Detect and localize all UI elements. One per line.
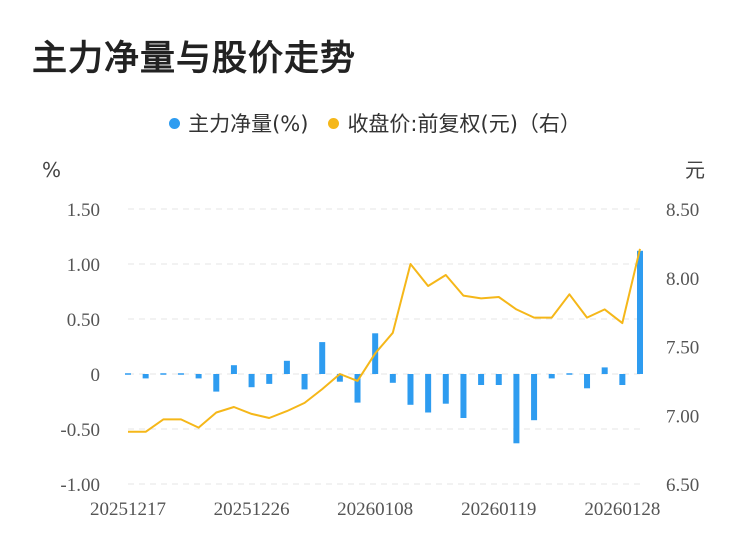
bar <box>531 374 538 421</box>
right-axis-unit: 元 <box>685 158 705 182</box>
bar <box>601 367 608 374</box>
bar <box>566 373 573 375</box>
bar <box>248 374 255 388</box>
legend-dot-icon <box>328 117 340 129</box>
left-tick-label: 0 <box>91 365 101 386</box>
bar <box>637 250 643 374</box>
bar <box>142 374 149 379</box>
left-axis-ticks: 1.50 1.00 0.50 0 -0.50 -1.00 <box>60 200 100 496</box>
bar <box>478 374 485 385</box>
right-tick-label: 7.00 <box>666 406 699 427</box>
price-line <box>128 248 641 433</box>
left-tick-label: 1.00 <box>67 255 100 276</box>
bar <box>407 374 414 405</box>
right-axis-ticks: 8.50 8.00 7.50 7.00 6.50 <box>666 200 699 496</box>
chart-title: 主力净量与股价走势 <box>32 39 357 79</box>
bar <box>548 374 555 379</box>
x-tick-label: 20251217 <box>90 499 166 520</box>
legend-label: 主力净量(%) <box>188 112 309 136</box>
right-tick-label: 6.50 <box>666 475 699 496</box>
bar-series <box>125 250 643 444</box>
bar <box>283 360 290 374</box>
left-axis-unit: % <box>42 158 61 182</box>
x-tick-label: 20260119 <box>461 499 536 520</box>
line-series <box>128 248 641 433</box>
x-tick-label: 20260108 <box>337 499 413 520</box>
left-tick-label: 0.50 <box>67 310 100 331</box>
bar <box>266 374 273 384</box>
x-axis-ticks: 20251217 20251226 20260108 20260119 20260128 <box>90 499 660 520</box>
bar <box>442 374 449 404</box>
grid-lines <box>128 208 640 485</box>
legend: 主力净量(%) 收盘价:前复权(元)（右） <box>0 108 750 138</box>
legend-item-close-price[interactable]: 收盘价:前复权(元)（右） <box>328 108 581 138</box>
legend-dot-icon <box>169 117 181 129</box>
bar <box>301 374 308 390</box>
bar <box>195 374 202 379</box>
bar <box>160 373 167 375</box>
x-tick-label: 20260128 <box>584 499 660 520</box>
right-tick-label: 7.50 <box>666 338 699 359</box>
bar <box>425 374 432 413</box>
bar <box>389 374 396 383</box>
bar <box>354 374 361 403</box>
left-tick-label: -1.00 <box>60 475 100 496</box>
bar <box>213 374 220 392</box>
left-tick-label: -0.50 <box>60 420 100 441</box>
left-tick-label: 1.50 <box>67 200 100 221</box>
legend-item-net-flow[interactable]: 主力净量(%) <box>169 108 308 138</box>
bar <box>230 365 237 374</box>
bar <box>513 374 520 444</box>
right-tick-label: 8.50 <box>666 200 699 221</box>
bar <box>619 374 626 385</box>
bar <box>584 374 591 389</box>
bar <box>336 374 343 382</box>
bar <box>495 374 502 385</box>
bar <box>319 342 326 374</box>
bar <box>460 374 467 418</box>
legend-label: 收盘价:前复权(元)（右） <box>347 112 581 136</box>
right-tick-label: 8.00 <box>666 269 699 290</box>
bar <box>125 373 131 375</box>
x-tick-label: 20251226 <box>214 499 290 520</box>
bar <box>177 373 184 375</box>
